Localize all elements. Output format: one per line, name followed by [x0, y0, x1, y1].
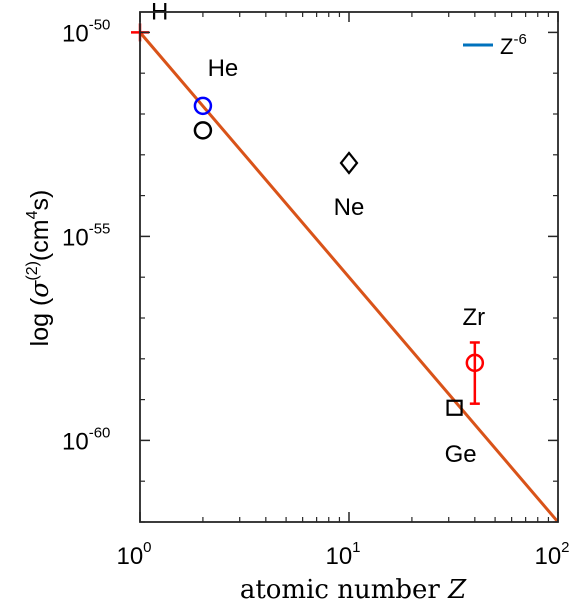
- point-ne-label: Ne: [334, 194, 365, 221]
- x-tick-exp: 1: [352, 539, 360, 556]
- x-tick-label: 102: [534, 539, 569, 570]
- x-tick-base: 10: [325, 543, 352, 570]
- ylabel-prefix: log (: [26, 297, 54, 346]
- axes-box: [139, 11, 559, 523]
- y-tick-exp: -55: [89, 220, 111, 237]
- x-axis-title: atomic number Z: [240, 575, 467, 605]
- fit-line: [140, 31, 558, 522]
- y-tick-label: 10-60: [62, 424, 110, 455]
- x-tick-base: 10: [534, 543, 561, 570]
- y-tick-exp: -50: [89, 16, 111, 33]
- ylabel-mid: (cm: [26, 219, 54, 261]
- xlabel-symbol: Z: [447, 575, 467, 605]
- point-he-label: He: [208, 55, 239, 82]
- y-axis-title: log (σ(2)(cm4s): [24, 190, 54, 347]
- y-tick-base: 10: [62, 224, 89, 251]
- ylabel-cm-sup: 4: [24, 210, 41, 219]
- point-zr-label: Zr: [463, 304, 486, 331]
- ylabel-suffix: s): [26, 190, 54, 211]
- y-tick-base: 10: [62, 428, 89, 455]
- ylabel-sigma-sup: (2): [24, 261, 41, 281]
- y-tick-exp: -60: [89, 424, 111, 441]
- x-tick-base: 10: [116, 543, 143, 570]
- point-he-marker: [193, 96, 213, 116]
- point-ge-marker: [446, 399, 463, 416]
- y-tick-base: 10: [62, 20, 89, 47]
- point-ne-marker: [339, 151, 359, 175]
- legend: Z-6: [463, 31, 527, 59]
- y-tick-label: 10-55: [62, 220, 110, 251]
- x-tick-label: 100: [116, 539, 151, 570]
- ylabel-sigma: σ: [25, 280, 54, 298]
- point-unlabeled-2-marker: [193, 121, 213, 140]
- point-ge-label: Ge: [445, 441, 477, 468]
- x-tick-exp: 2: [561, 539, 569, 556]
- xlabel-text: atomic number: [240, 575, 448, 605]
- legend-label-base: Z: [500, 34, 513, 59]
- y-tick-label: 10-50: [62, 16, 110, 47]
- legend-label-exp: -6: [513, 31, 526, 48]
- legend-label: Z-6: [500, 31, 527, 59]
- x-tick-label: 101: [325, 539, 360, 570]
- x-tick-exp: 0: [143, 539, 151, 556]
- point-zr-marker: [465, 353, 485, 373]
